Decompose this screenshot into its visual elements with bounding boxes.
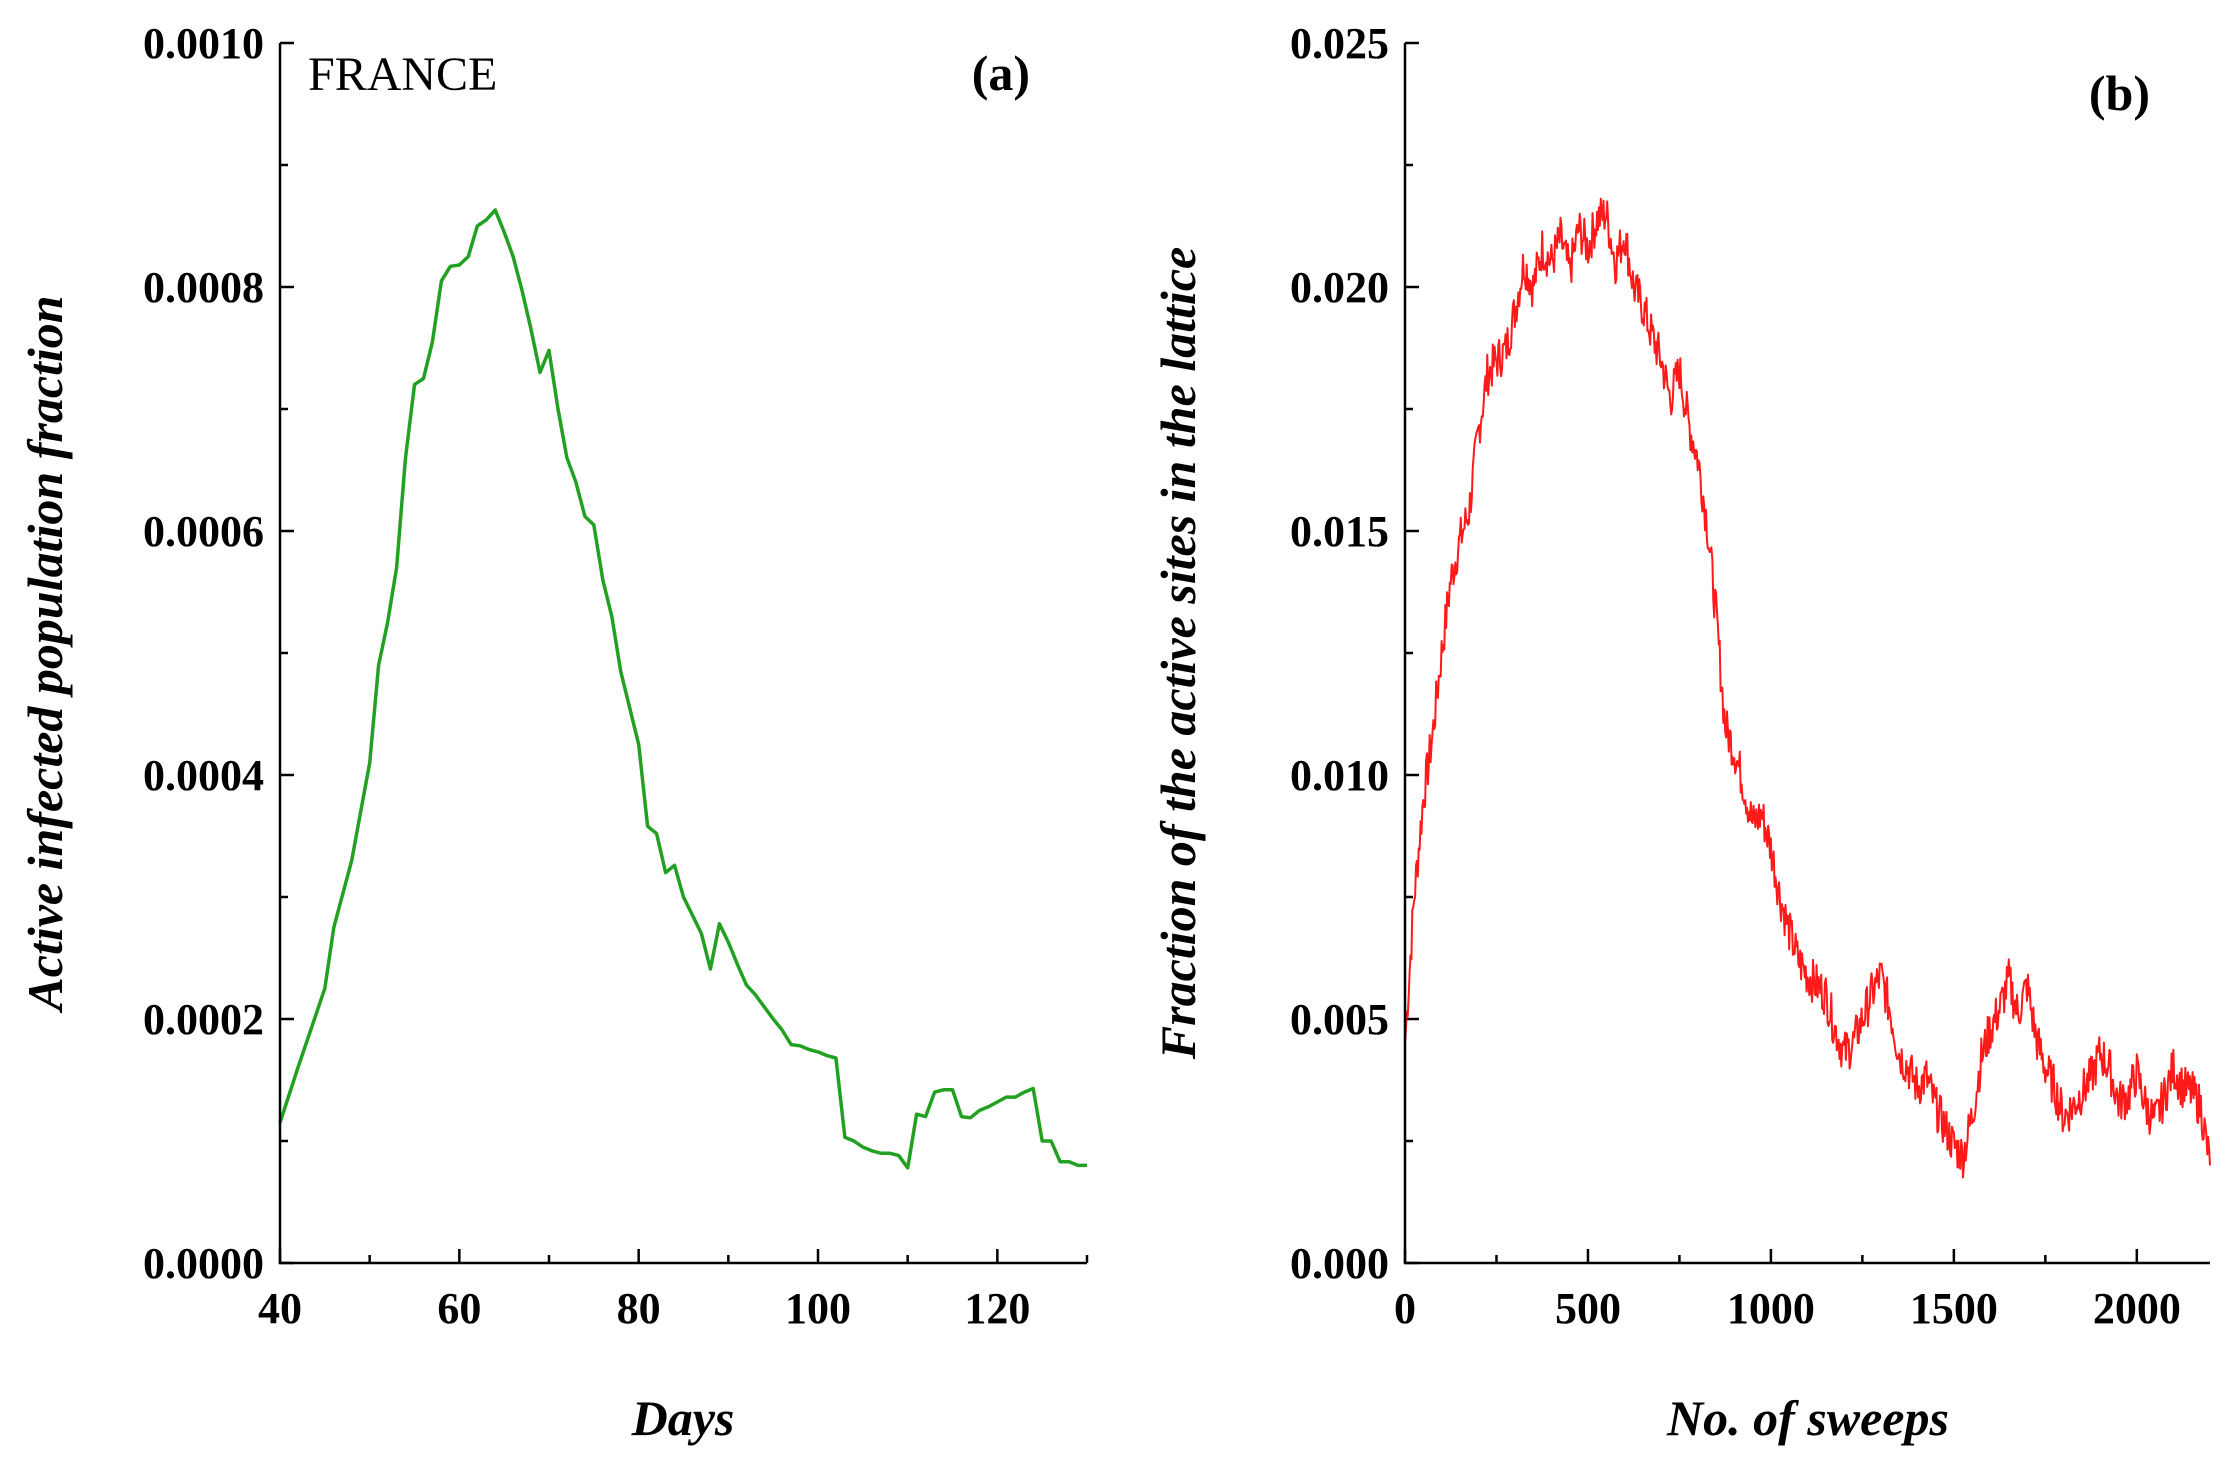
panel-b: 0.000 0.005 0.010 0.015 0.020 0.025 0 500 1000 1… (1150, 19, 2211, 1446)
x-tick-label: 120 (964, 1284, 1030, 1333)
x-tick-label: 100 (785, 1284, 851, 1333)
x-tick-label: 1000 (1727, 1284, 1815, 1333)
y-tick-label: 0.015 (1290, 507, 1389, 556)
panel-b-series-line (1404, 197, 2211, 1179)
y-tick-label: 0.025 (1290, 19, 1389, 68)
panel-a-axes (278, 43, 1087, 1265)
panel-a-x-tick-labels: 40 60 80 100 120 (258, 1284, 1030, 1333)
x-tick-label: 0 (1394, 1284, 1416, 1333)
x-tick-label: 40 (258, 1284, 302, 1333)
panel-a-y-tick-labels: 0.0000 0.0002 0.0004 0.0006 0.0008 0.0010 (143, 19, 264, 1288)
y-tick-label: 0.0010 (143, 19, 264, 68)
panel-a: 0.0000 0.0002 0.0004 0.0006 0.0008 0.0010 40 6… (17, 19, 1089, 1446)
y-tick-label: 0.020 (1290, 263, 1389, 312)
panel-a-annotation: FRANCE (308, 48, 497, 101)
panel-a-label: (a) (972, 45, 1030, 101)
y-tick-label: 0.000 (1290, 1239, 1389, 1288)
panel-b-ticks (1403, 41, 2139, 1265)
panel-a-series-line (278, 208, 1087, 1170)
panel-a-ticks (278, 41, 1089, 1265)
y-tick-label: 0.0002 (143, 995, 264, 1044)
x-tick-label: 80 (617, 1284, 661, 1333)
x-tick-label: 500 (1555, 1284, 1621, 1333)
x-tick-label: 1500 (1910, 1284, 1998, 1333)
panel-a-x-axis-title: Days (631, 1390, 735, 1446)
y-tick-label: 0.0004 (143, 751, 264, 800)
panel-b-x-tick-labels: 0 500 1000 1500 2000 (1394, 1284, 2181, 1333)
panel-b-x-axis-title: No. of sweeps (1666, 1390, 1949, 1446)
y-tick-label: 0.005 (1290, 995, 1389, 1044)
panel-b-y-tick-labels: 0.000 0.005 0.010 0.015 0.020 0.025 (1290, 19, 1389, 1288)
x-tick-label: 60 (437, 1284, 481, 1333)
x-tick-label: 2000 (2093, 1284, 2181, 1333)
panel-a-y-axis-title: Active infected population fraction (17, 295, 73, 1013)
y-tick-label: 0.0006 (143, 507, 264, 556)
y-tick-label: 0.010 (1290, 751, 1389, 800)
panel-b-label: (b) (2089, 65, 2150, 121)
panel-b-y-axis-title: Fraction of the active sites in the latt… (1150, 247, 1206, 1060)
y-tick-label: 0.0008 (143, 263, 264, 312)
y-tick-label: 0.0000 (143, 1239, 264, 1288)
panel-b-axes (1403, 43, 2210, 1265)
